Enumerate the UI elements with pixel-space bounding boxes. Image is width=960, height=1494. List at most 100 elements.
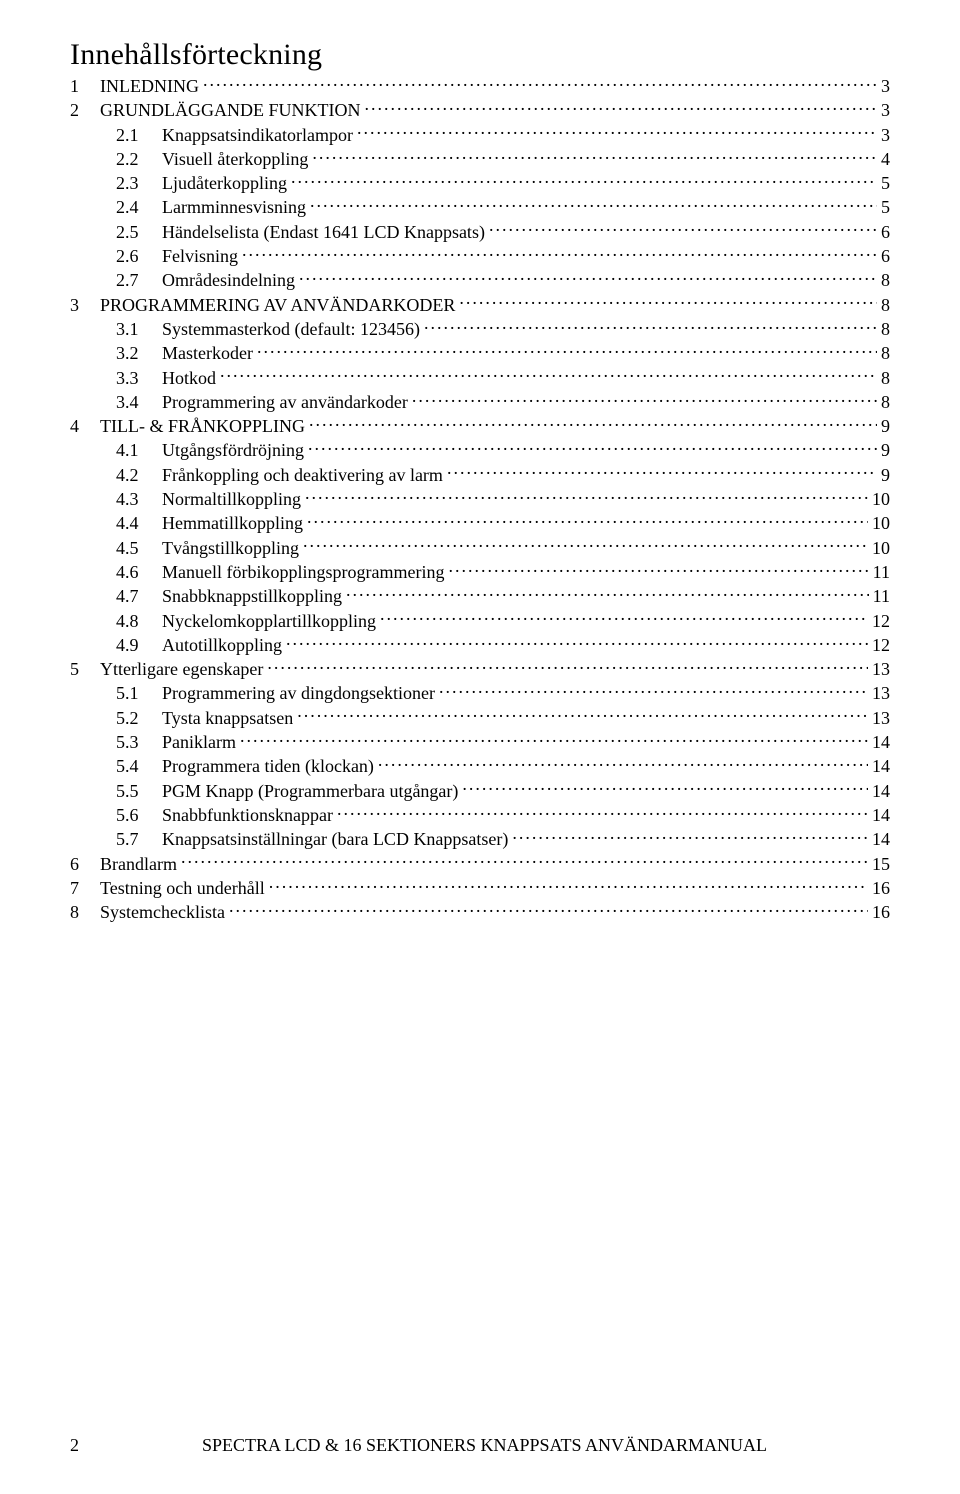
toc-leader-dots <box>303 536 868 554</box>
toc-leader-dots <box>380 609 868 627</box>
toc-entry-label: Paniklarm <box>162 730 236 754</box>
footer-doc-title: SPECTRA LCD & 16 SEKTIONERS KNAPPSATS AN… <box>79 1435 890 1456</box>
toc-entry: 7Testning och underhåll16 <box>70 876 890 900</box>
toc-entry-label: Hotkod <box>162 366 216 390</box>
toc-entry: 3.1Systemmasterkod (default: 123456) 8 <box>70 317 890 341</box>
toc-leader-dots <box>357 123 877 141</box>
toc-entry: 1INLEDNING3 <box>70 74 890 98</box>
toc-leader-dots <box>462 779 868 797</box>
toc-entry-label: Larmminnesvisning <box>162 195 306 219</box>
toc-entry-number: 5.5 <box>116 779 162 803</box>
toc-entry-label: TILL- & FRÅNKOPPLING <box>100 414 305 438</box>
toc-entry-page: 11 <box>873 584 890 608</box>
toc-entry-number: 8 <box>70 900 100 924</box>
toc-entry-number: 2 <box>70 98 100 122</box>
toc-entry-page: 3 <box>881 98 890 122</box>
toc-entry-label: Testning och underhåll <box>100 876 265 900</box>
toc-entry-page: 5 <box>881 195 890 219</box>
toc-entry-number: 5.2 <box>116 706 162 730</box>
toc-entry: 5.2Tysta knappsatsen13 <box>70 706 890 730</box>
footer-page-number: 2 <box>70 1435 79 1456</box>
toc-leader-dots <box>242 244 877 262</box>
toc-entry-number: 1 <box>70 74 100 98</box>
toc-entry-label: Hemmatillkoppling <box>162 511 303 535</box>
toc-leader-dots <box>257 341 877 359</box>
toc-entry-label: Nyckelomkopplartillkoppling <box>162 609 376 633</box>
toc-entry: 4.1Utgångsfördröjning9 <box>70 438 890 462</box>
toc-entry-number: 2.5 <box>116 220 162 244</box>
toc-entry-page: 13 <box>872 657 890 681</box>
toc-entry-page: 8 <box>881 317 890 341</box>
toc-entry-page: 13 <box>872 706 890 730</box>
toc-entry: 2.5Händelselista (Endast 1641 LCD Knapps… <box>70 220 890 244</box>
toc-entry-number: 3.4 <box>116 390 162 414</box>
toc-entry-number: 4.2 <box>116 463 162 487</box>
toc-entry-label: Systemchecklista <box>100 900 225 924</box>
toc-entry-page: 5 <box>881 171 890 195</box>
toc-leader-dots <box>310 195 877 213</box>
toc-entry-page: 10 <box>872 487 890 511</box>
toc-entry-number: 6 <box>70 852 100 876</box>
toc-entry-number: 2.3 <box>116 171 162 195</box>
toc-leader-dots <box>181 852 868 870</box>
toc-entry-number: 2.1 <box>116 123 162 147</box>
toc-entry-page: 8 <box>881 390 890 414</box>
toc-entry-label: Brandlarm <box>100 852 177 876</box>
toc-leader-dots <box>297 706 868 724</box>
toc-entry: 2.6Felvisning6 <box>70 244 890 268</box>
toc-entry: 3.3Hotkod8 <box>70 366 890 390</box>
toc-entry-number: 5.1 <box>116 681 162 705</box>
toc-entry-label: INLEDNING <box>100 74 199 98</box>
toc-entry-page: 9 <box>881 414 890 438</box>
toc-entry: 2.1Knappsatsindikatorlampor3 <box>70 123 890 147</box>
toc-leader-dots <box>267 657 868 675</box>
toc-entry-label: Systemmasterkod (default: 123456) <box>162 317 420 341</box>
toc-entry-label: Tvångstillkoppling <box>162 536 299 560</box>
toc-entry-page: 16 <box>872 900 890 924</box>
toc-entry-page: 14 <box>872 754 890 778</box>
toc-entry-page: 9 <box>881 438 890 462</box>
toc-entry-label: Manuell förbikopplingsprogrammering <box>162 560 444 584</box>
toc-entry-page: 12 <box>872 609 890 633</box>
toc-entry-number: 4.8 <box>116 609 162 633</box>
toc-entry: 5Ytterligare egenskaper13 <box>70 657 890 681</box>
toc-entry: 2.2Visuell återkoppling4 <box>70 147 890 171</box>
toc-entry-number: 4 <box>70 414 100 438</box>
toc-leader-dots <box>337 803 868 821</box>
toc-entry-page: 14 <box>872 779 890 803</box>
toc-leader-dots <box>220 366 877 384</box>
toc-leader-dots <box>203 74 877 92</box>
toc-leader-dots <box>364 98 877 116</box>
toc-entry-label: Frånkoppling och deaktivering av larm <box>162 463 443 487</box>
toc-entry-number: 5.3 <box>116 730 162 754</box>
toc-leader-dots <box>308 438 877 456</box>
toc-leader-dots <box>412 390 877 408</box>
toc-entry-label: Ytterligare egenskaper <box>100 657 263 681</box>
toc-entry-label: Händelselista (Endast 1641 LCD Knappsats… <box>162 220 485 244</box>
toc-entry-page: 6 <box>881 220 890 244</box>
toc-entry: 2.4Larmminnesvisning5 <box>70 195 890 219</box>
toc-entry-page: 4 <box>881 147 890 171</box>
toc-entry-page: 14 <box>872 730 890 754</box>
toc-entry-label: GRUNDLÄGGANDE FUNKTION <box>100 98 360 122</box>
toc-entry-page: 11 <box>873 560 890 584</box>
toc-entry-number: 4.4 <box>116 511 162 535</box>
toc-entry-label: PROGRAMMERING AV ANVÄNDARKODER <box>100 293 455 317</box>
toc-leader-dots <box>346 584 869 602</box>
toc-leader-dots <box>489 220 877 238</box>
toc-entry-number: 3.1 <box>116 317 162 341</box>
toc-leader-dots <box>424 317 877 335</box>
toc-entry-number: 5.4 <box>116 754 162 778</box>
toc-entry-page: 9 <box>881 463 890 487</box>
toc-entry-label: PGM Knapp (Programmerbara utgångar) <box>162 779 458 803</box>
toc-entry: 2GRUNDLÄGGANDE FUNKTION 3 <box>70 98 890 122</box>
toc-leader-dots <box>286 633 868 651</box>
toc-entry-number: 3.2 <box>116 341 162 365</box>
toc-leader-dots <box>378 754 868 772</box>
toc-entry-label: Knappsatsinställningar (bara LCD Knappsa… <box>162 827 508 851</box>
toc-entry: 4.8Nyckelomkopplartillkoppling 12 <box>70 609 890 633</box>
toc-entry: 2.3Ljudåterkoppling5 <box>70 171 890 195</box>
toc-leader-dots <box>512 827 868 845</box>
toc-entry-page: 16 <box>872 876 890 900</box>
toc-entry: 4.4Hemmatillkoppling10 <box>70 511 890 535</box>
